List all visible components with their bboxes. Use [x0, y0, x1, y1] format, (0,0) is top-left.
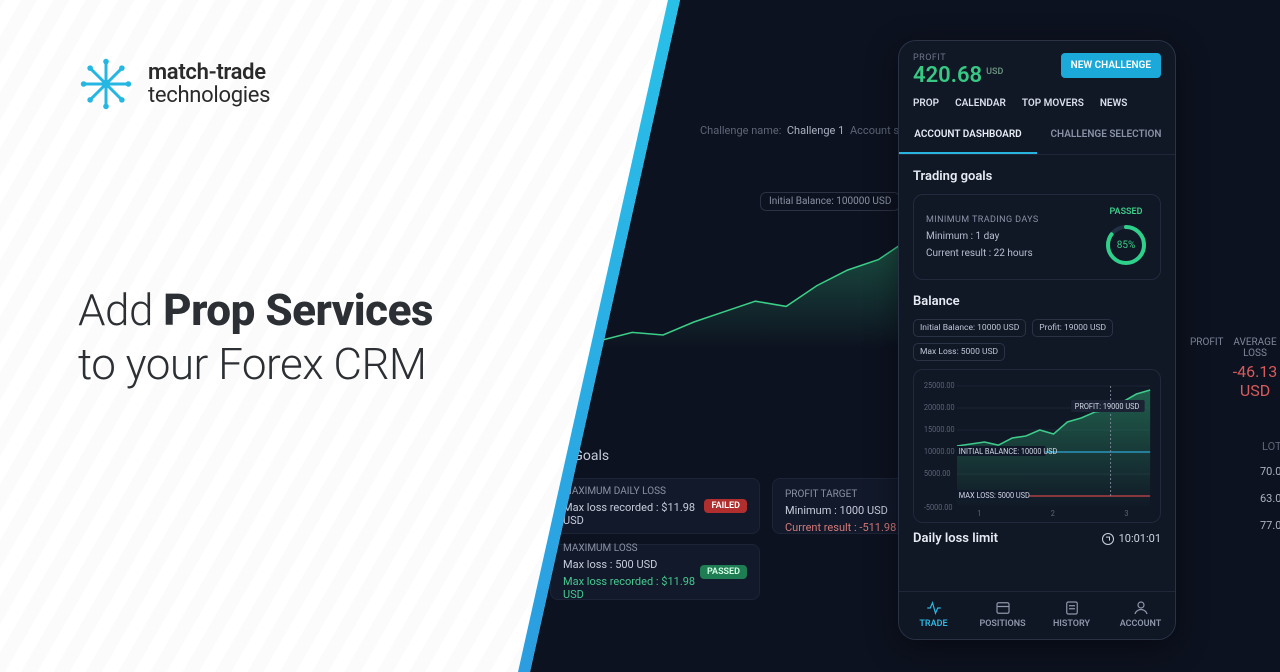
chip-profit: Profit: 19000 USD	[1032, 319, 1113, 337]
balance-chart: 25000.00 20000.00 15000.00 10000.00 5000…	[913, 369, 1161, 523]
clock-icon	[1102, 533, 1114, 545]
tab-account-dashboard[interactable]: ACCOUNT DASHBOARD	[899, 119, 1037, 154]
headline-bold: Prop Services	[163, 284, 433, 336]
ylab-1: 20000.00	[924, 403, 955, 412]
bottom-trade[interactable]: TRADE	[899, 592, 968, 639]
bg-challenge-label: Challenge name:	[700, 124, 781, 137]
headline-pre: Add	[78, 284, 163, 336]
bg-stat-avg-label: AVERAGE LOSS	[1230, 337, 1280, 359]
profit-currency: USD	[986, 67, 1003, 77]
bg-stat-avg-value: -46.13 USD	[1230, 362, 1280, 400]
phone-sub-tabs: ACCOUNT DASHBOARD CHALLENGE SELECTION	[899, 119, 1175, 155]
bg-daily-loss-line: Max loss recorded : $11.98 USD	[563, 501, 704, 527]
goal-pct: 85	[1117, 240, 1128, 251]
phone-bottom-nav: TRADE POSITIONS HISTORY ACCOUNT	[899, 591, 1175, 639]
bg-ml-status: PASSED	[700, 565, 747, 579]
brand-line2: technologies	[148, 84, 270, 107]
bg-daily-loss-status: FAILED	[704, 499, 747, 513]
daily-loss-time: 10:01:01	[1119, 532, 1161, 545]
bottom-positions[interactable]: POSITIONS	[968, 592, 1037, 639]
daily-loss-title: Daily loss limit	[913, 531, 998, 546]
headline: Add Prop Services to your Forex CRM	[78, 284, 433, 390]
nav-top-movers[interactable]: TOP MOVERS	[1022, 98, 1084, 109]
ylab-4: 5000.00	[924, 469, 951, 478]
bg-lots-label: LOTS	[1262, 440, 1280, 453]
xlab-1: 2	[1051, 509, 1056, 518]
positions-icon	[994, 599, 1012, 617]
xlab-0: 1	[977, 509, 981, 518]
brand-logo: match-trade technologies	[78, 56, 270, 112]
tab-challenge-selection[interactable]: CHALLENGE SELECTION	[1037, 119, 1175, 154]
nav-calendar[interactable]: CALENDAR	[955, 98, 1006, 109]
goal-line2: Current result : 22 hours	[926, 248, 1039, 259]
goal-card-min-days: MINIMUM TRADING DAYS Minimum : 1 day Cur…	[913, 194, 1161, 280]
balance-title: Balance	[913, 294, 1161, 309]
chip-initial: Initial Balance: 10000 USD	[913, 319, 1026, 337]
profit-label: PROFIT	[913, 53, 1003, 63]
new-challenge-button[interactable]: NEW CHALLENGE	[1061, 53, 1161, 78]
init-marker: INITIAL BALANCE: 10000 USD	[959, 447, 1058, 456]
phone-top-nav: PROP CALENDAR TOP MOVERS NEWS	[899, 94, 1175, 109]
headline-line2: to your Forex CRM	[78, 338, 433, 390]
bg-daily-loss-title: MAXIMUM DAILY LOSS	[563, 486, 704, 497]
bottom-account[interactable]: ACCOUNT	[1106, 592, 1175, 639]
chip-maxloss: Max Loss: 5000 USD	[913, 343, 1005, 361]
brand-line1: match-trade	[148, 61, 270, 84]
ylab-2: 15000.00	[924, 425, 955, 434]
trade-icon	[925, 599, 943, 617]
maxloss-marker: MAX LOSS: 5000 USD	[959, 491, 1030, 500]
mobile-device: PROFIT 420.68 USD NEW CHALLENGE PROP CAL…	[898, 40, 1176, 640]
bg-ml-line1: Max loss : 500 USD	[563, 558, 700, 571]
ylab-0: 25000.00	[924, 381, 955, 390]
ylab-5: -5000.00	[924, 503, 953, 512]
goal-progress-ring: 85%	[1104, 223, 1148, 267]
logo-mark-icon	[78, 56, 134, 112]
history-icon	[1063, 599, 1081, 617]
profit-value: 420.68	[913, 63, 982, 88]
trading-goals-title: Trading goals	[913, 169, 1161, 184]
xlab-2: 3	[1124, 509, 1128, 518]
nav-prop[interactable]: PROP	[913, 98, 939, 109]
goal-status: PASSED	[1109, 207, 1142, 217]
nav-news[interactable]: NEWS	[1100, 98, 1128, 109]
account-icon	[1132, 599, 1150, 617]
bottom-history[interactable]: HISTORY	[1037, 592, 1106, 639]
goal-line1: Minimum : 1 day	[926, 231, 1039, 242]
ylab-3: 10000.00	[924, 447, 955, 456]
bg-pill-initial: Initial Balance: 100000 USD	[760, 192, 900, 211]
bg-lot-0: 70.03	[1260, 465, 1280, 478]
bg-stat-profit-label: PROFIT	[1190, 337, 1223, 348]
bg-ml-title: MAXIMUM LOSS	[563, 543, 700, 554]
bg-lot-1: 63.09	[1260, 492, 1280, 505]
bg-ml-line2: Max loss recorded : $11.98 USD	[563, 575, 700, 601]
bg-challenge-value: Challenge 1	[787, 124, 844, 137]
profit-marker: PROFIT: 19000 USD	[1075, 402, 1140, 411]
bg-lot-2: 77.01	[1260, 519, 1280, 532]
goal-caption: MINIMUM TRADING DAYS	[926, 215, 1039, 225]
